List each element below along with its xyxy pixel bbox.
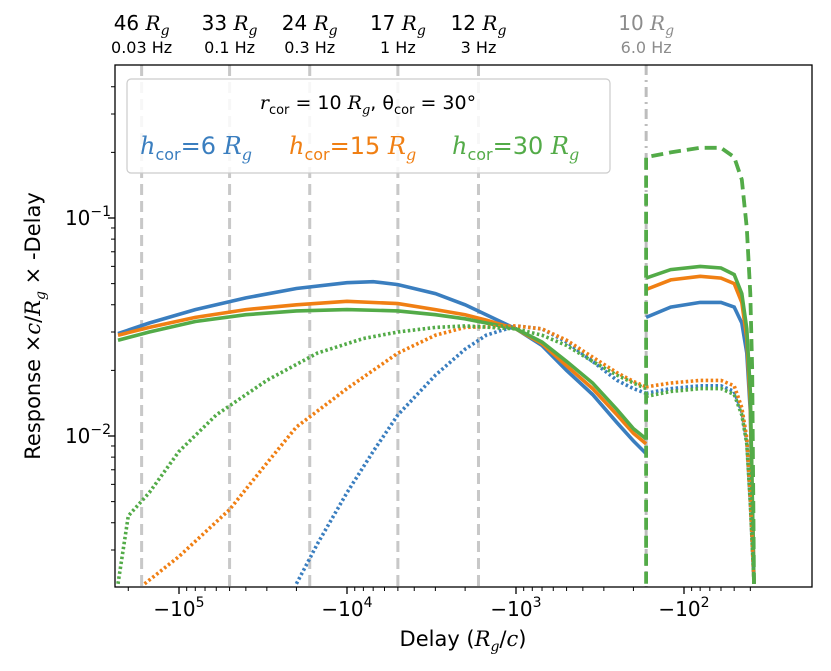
x-axis-label-g: g (490, 639, 499, 655)
x-axis-label-pre: Delay ( (400, 627, 475, 651)
x-tick-label-2: −103 (490, 595, 541, 621)
x-axis-label-post: ) (518, 627, 526, 651)
y-axis-label-slash: / (21, 315, 45, 323)
marker-freq-label-4: 3 Hz (461, 38, 497, 57)
marker-freq-label-5: 6.0 Hz (621, 38, 672, 57)
legend-entries: hcor=6 Rg hcor=15 Rg hcor=30 Rg (140, 132, 579, 164)
marker-radius-label-2: 24 Rg (282, 11, 338, 39)
series-2-solid (117, 299, 648, 446)
legend-title-theta-sub: cor (394, 103, 415, 118)
series-3-solid (645, 274, 756, 584)
series-6-dotted (294, 324, 647, 585)
legend-entry-2: hcor=30 Rg (452, 132, 579, 164)
marker-freq-label-2: 0.3 Hz (284, 38, 335, 57)
marker-freq-label-3: 1 Hz (380, 38, 416, 57)
series-8-dotted (143, 324, 647, 586)
x-axis-label-c: c (506, 627, 518, 651)
legend-title-r: r (260, 92, 271, 114)
data-series (116, 145, 756, 586)
y-tick-label-0: 10−1 (65, 204, 111, 230)
axes-frame (114, 64, 813, 588)
legend-title-g: g (362, 103, 370, 118)
marker-radius-label-5: 10 Rg (618, 11, 674, 39)
marker-freq-label-1: 0.1 Hz (204, 38, 255, 57)
marker-radius-label-1: 33 Rg (202, 11, 258, 39)
legend-title-r-sub: cor (269, 103, 290, 118)
x-tick-label-3: −102 (658, 595, 709, 621)
legend-title: rcor = 10 Rg, θcor = 30° (260, 92, 476, 118)
x-tick-label-1: −104 (321, 595, 372, 621)
legend-title-end: = 30° (414, 92, 476, 114)
axis-ticks: −105 −104 −103 −102 10−1 10−2 (65, 86, 751, 621)
legend-title-mid: = 10 (289, 92, 347, 114)
legend: rcor = 10 Rg, θcor = 30° hcor=6 Rg hcor=1… (126, 78, 611, 174)
y-tick-label-1: 10−2 (65, 422, 111, 448)
series-5-solid (645, 264, 756, 584)
legend-entry-1: hcor=15 Rg (289, 132, 416, 164)
series-4-solid (117, 307, 648, 441)
y-axis-label-R: R (21, 300, 45, 317)
x-axis-label-slash: / (499, 627, 507, 651)
y-axis-label-g: g (33, 291, 49, 300)
marker-freq-label-0: 0.03 Hz (111, 38, 172, 57)
y-axis-label: Response ×c/Rg × -Delay (21, 192, 49, 460)
y-axis-label-c: c (21, 323, 45, 335)
series-7-dotted (645, 383, 756, 584)
y-axis-label-post: × -Delay (21, 192, 45, 291)
legend-title-theta: , θ (370, 92, 394, 114)
y-axis-label-pre: Response × (21, 335, 45, 460)
x-axis-label-R: R (474, 627, 491, 651)
series-11-dotted (645, 386, 756, 584)
legend-box (126, 78, 611, 174)
series-12-dashed (644, 145, 756, 584)
series-1-solid (645, 300, 756, 584)
series-0-solid (117, 279, 648, 455)
series-10-dotted (116, 324, 647, 585)
x-tick-label-0: −105 (153, 595, 204, 621)
marker-radius-label-4: 12 Rg (451, 11, 507, 39)
legend-title-R: R (347, 92, 362, 114)
x-axis-label: Delay (Rg/c) (400, 627, 527, 655)
series-9-dotted (645, 378, 756, 584)
marker-radius-label-0: 46 Rg (114, 11, 170, 39)
legend-entry-0: hcor=6 Rg (140, 132, 252, 164)
marker-radius-label-3: 17 Rg (370, 11, 426, 39)
